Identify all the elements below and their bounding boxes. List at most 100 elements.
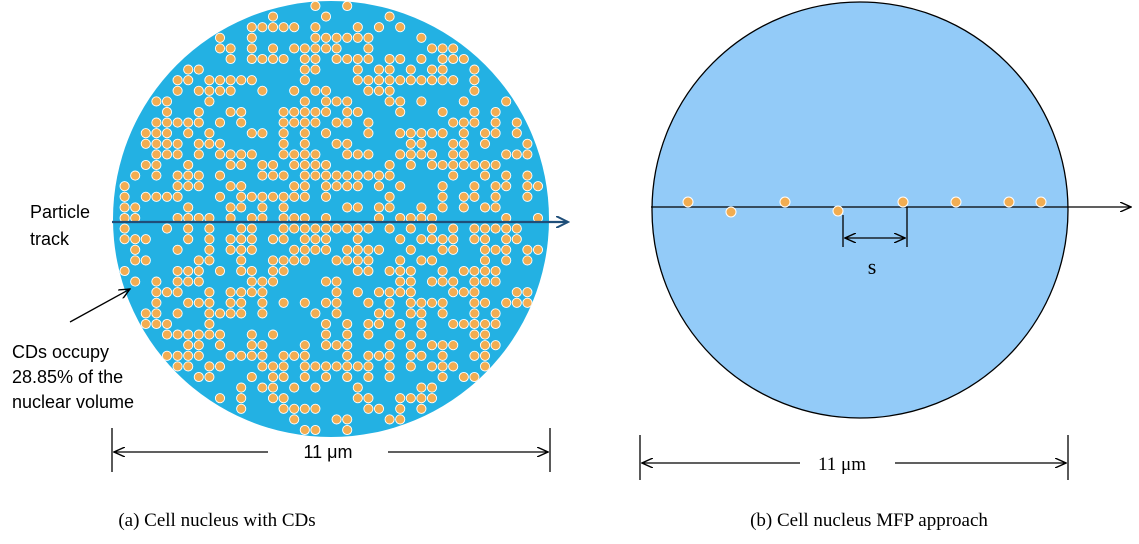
cd-dot [214,191,226,202]
cd-dot [225,53,236,65]
cd-dot [130,234,141,245]
cd-dot [193,138,204,149]
cd-dot [183,75,194,86]
cd-dot [384,75,395,86]
cd-dot [267,191,279,202]
cd-dot [395,287,406,298]
cd-dot [130,255,141,266]
cd-dot [405,308,416,319]
cd-dot [331,414,342,425]
cd-dot [490,106,501,118]
cd-dot [479,170,491,181]
cd-dot [236,149,247,160]
cd-dot [151,287,162,298]
cd-dot [183,202,194,213]
cd-dot [342,170,353,181]
cd-dot [320,181,332,192]
cd-dot [225,85,236,96]
cd-dot [426,64,438,75]
cd-dot [363,361,374,372]
cd-dot [342,329,353,340]
cd-dot [342,414,353,425]
cd-dot [130,170,141,181]
cd-dot [501,181,512,192]
cd-dot [458,202,469,213]
cd-dot [437,159,448,171]
cd-dot [458,191,469,202]
cd-dot [426,361,438,372]
cd-dot [299,43,310,54]
cd-dot [437,43,448,54]
note-text: CDs occupy [12,342,109,362]
cd-dot [395,234,406,245]
cd-dot [469,371,480,383]
cd-dot [289,244,300,255]
cd-dot [437,128,448,139]
cd-dot [278,191,289,202]
cd-dot [331,43,342,54]
cd-dot [161,191,173,202]
cd-dot [448,138,459,149]
cd-dot [299,350,310,361]
cd-dot [151,308,162,319]
cd-dot [458,128,469,139]
cd-dot [320,159,332,171]
cd-dot [352,244,363,255]
cd-dot [246,43,257,54]
cd-dot [299,128,310,139]
caption: (a) Cell nucleus with CDs [118,510,315,531]
cd-dot [352,393,363,404]
cd-dot [331,96,342,107]
cd-dot [522,297,533,308]
cd-dot [384,361,395,372]
cd-dot [511,234,522,245]
cd-dot [469,265,480,277]
cd-dot [246,329,257,340]
cd-dot [289,403,300,414]
cd-dot [119,191,130,202]
cd-dot [267,11,279,22]
cd-dot [437,75,448,86]
cd-dot [437,340,448,351]
cd-dot [342,202,353,213]
cd-dot [257,340,268,351]
cd-dot [310,149,321,160]
cd-dot [183,64,194,75]
cd-dot [278,297,289,308]
cd-dot [151,128,162,139]
cd-dot [416,53,427,65]
cd-dot [204,255,215,266]
cd-dot [395,414,406,425]
cd-dot [395,265,406,277]
cd-dot [140,138,151,149]
cd-dot [331,181,342,192]
cd-dot [522,287,533,298]
cd-dot [257,128,268,139]
cd-dot [310,64,321,75]
cd-dot [458,53,469,65]
cd-dot [161,287,173,298]
cd-dot [363,117,374,128]
cd-dot [299,191,310,202]
cd-dot [331,170,342,181]
cd-dot [458,371,469,383]
cd-dot [490,308,501,319]
cd-dot [522,149,533,160]
cd-dot [257,350,268,361]
cd-dot [405,75,416,86]
cd-dot [246,234,257,245]
cd-dot [193,350,204,361]
cd-dot [363,85,374,96]
cd-dot [246,128,257,139]
cd-dot [193,340,204,351]
cd-dot [267,159,279,171]
cd-dot [479,138,491,149]
cd-dot [310,22,321,33]
cd-dot [501,149,512,160]
cd-dot [490,223,501,234]
cd-dot [299,106,310,118]
cd-dot [257,361,268,372]
cd-dot [299,170,310,181]
cd-dot [479,265,491,277]
cd-dot [161,329,173,340]
